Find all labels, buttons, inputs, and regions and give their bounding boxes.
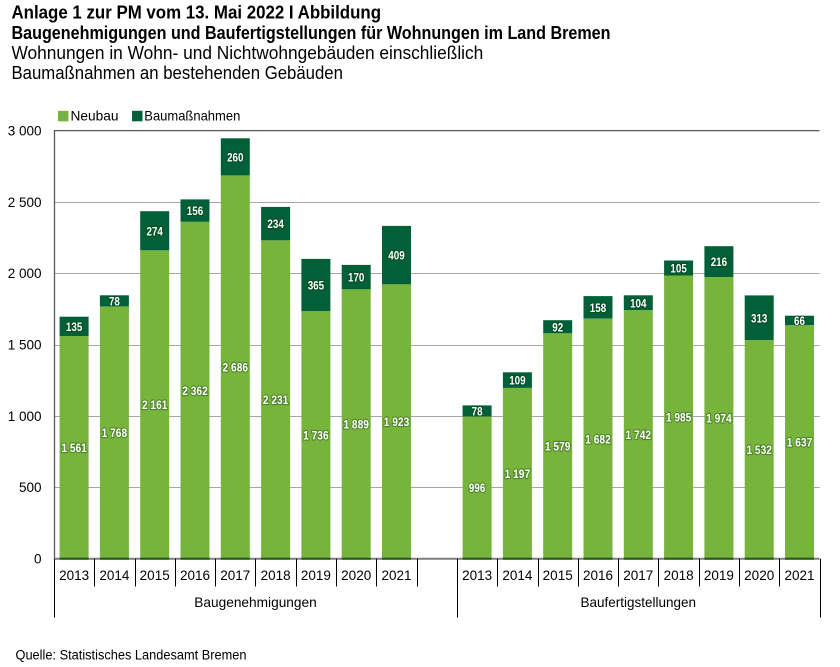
svg-text:78: 78 xyxy=(109,294,120,308)
svg-text:135: 135 xyxy=(66,320,83,334)
svg-text:2 000: 2 000 xyxy=(8,266,42,281)
svg-text:156: 156 xyxy=(187,204,204,218)
svg-text:1 579: 1 579 xyxy=(545,440,571,454)
svg-text:Baugenehmigungen und Baufertig: Baugenehmigungen und Baufertigstellungen… xyxy=(12,23,611,43)
svg-text:Baugenehmigungen: Baugenehmigungen xyxy=(194,594,317,610)
svg-text:500: 500 xyxy=(19,480,42,495)
svg-text:Baufertigstellungen: Baufertigstellungen xyxy=(581,594,697,610)
svg-text:2014: 2014 xyxy=(99,568,130,583)
svg-text:1 500: 1 500 xyxy=(8,337,42,352)
svg-text:1 197: 1 197 xyxy=(505,467,531,481)
svg-text:365: 365 xyxy=(308,279,325,293)
svg-text:1 532: 1 532 xyxy=(746,443,772,457)
svg-text:313: 313 xyxy=(751,311,768,325)
svg-text:2018: 2018 xyxy=(261,568,291,583)
svg-text:1 561: 1 561 xyxy=(61,441,87,455)
svg-text:234: 234 xyxy=(267,217,284,231)
svg-text:2014: 2014 xyxy=(502,568,533,583)
svg-text:Anlage 1 zur PM vom 13. Mai 20: Anlage 1 zur PM vom 13. Mai 2022 I Abbil… xyxy=(12,3,382,23)
svg-text:2015: 2015 xyxy=(543,568,573,583)
svg-text:2017: 2017 xyxy=(220,568,250,583)
svg-text:2020: 2020 xyxy=(341,568,371,583)
svg-text:0: 0 xyxy=(34,552,42,567)
svg-text:2019: 2019 xyxy=(704,568,734,583)
svg-text:2013: 2013 xyxy=(462,568,492,583)
svg-text:1 736: 1 736 xyxy=(303,428,329,442)
svg-text:1 637: 1 637 xyxy=(787,436,813,450)
svg-text:1 742: 1 742 xyxy=(626,428,652,442)
svg-text:2017: 2017 xyxy=(623,568,653,583)
svg-text:Quelle: Statistisches Landesam: Quelle: Statistisches Landesamt Bremen xyxy=(16,648,247,663)
svg-text:78: 78 xyxy=(472,405,483,419)
svg-text:2021: 2021 xyxy=(381,568,411,583)
svg-text:409: 409 xyxy=(388,249,405,263)
svg-text:2 161: 2 161 xyxy=(142,398,168,412)
svg-text:105: 105 xyxy=(670,262,687,276)
svg-text:996: 996 xyxy=(469,481,486,495)
svg-text:158: 158 xyxy=(590,301,607,315)
svg-text:1 923: 1 923 xyxy=(384,415,410,429)
svg-text:1 985: 1 985 xyxy=(666,411,692,425)
svg-text:2 686: 2 686 xyxy=(223,361,249,375)
svg-text:3 000: 3 000 xyxy=(8,123,42,138)
svg-text:Wohnungen in Wohn- und Nichtwo: Wohnungen in Wohn- und Nichtwohngebäuden… xyxy=(12,43,484,63)
svg-text:92: 92 xyxy=(552,320,563,334)
svg-text:1 974: 1 974 xyxy=(706,412,732,426)
svg-text:2021: 2021 xyxy=(784,568,814,583)
svg-text:66: 66 xyxy=(794,314,805,328)
svg-text:170: 170 xyxy=(348,271,365,285)
svg-text:2016: 2016 xyxy=(583,568,613,583)
svg-text:216: 216 xyxy=(711,255,728,269)
svg-text:1 000: 1 000 xyxy=(8,409,42,424)
svg-text:2013: 2013 xyxy=(59,568,89,583)
svg-text:274: 274 xyxy=(147,224,164,238)
svg-text:2015: 2015 xyxy=(140,568,170,583)
svg-text:260: 260 xyxy=(227,151,244,165)
svg-text:2019: 2019 xyxy=(301,568,331,583)
svg-text:2 500: 2 500 xyxy=(8,195,42,210)
svg-text:2016: 2016 xyxy=(180,568,210,583)
svg-text:2 362: 2 362 xyxy=(182,384,208,398)
svg-text:104: 104 xyxy=(630,296,647,310)
svg-text:1 768: 1 768 xyxy=(102,426,128,440)
svg-text:1 682: 1 682 xyxy=(585,432,611,446)
svg-text:Baumaßnahmen: Baumaßnahmen xyxy=(144,108,240,124)
svg-text:2020: 2020 xyxy=(744,568,774,583)
svg-text:109: 109 xyxy=(509,374,526,388)
svg-text:1 889: 1 889 xyxy=(343,418,369,432)
svg-text:Baumaßnahmen an bestehenden Ge: Baumaßnahmen an bestehenden Gebäuden xyxy=(12,63,343,83)
svg-text:2 231: 2 231 xyxy=(263,393,289,407)
svg-text:2018: 2018 xyxy=(664,568,694,583)
svg-text:Neubau: Neubau xyxy=(71,108,119,124)
